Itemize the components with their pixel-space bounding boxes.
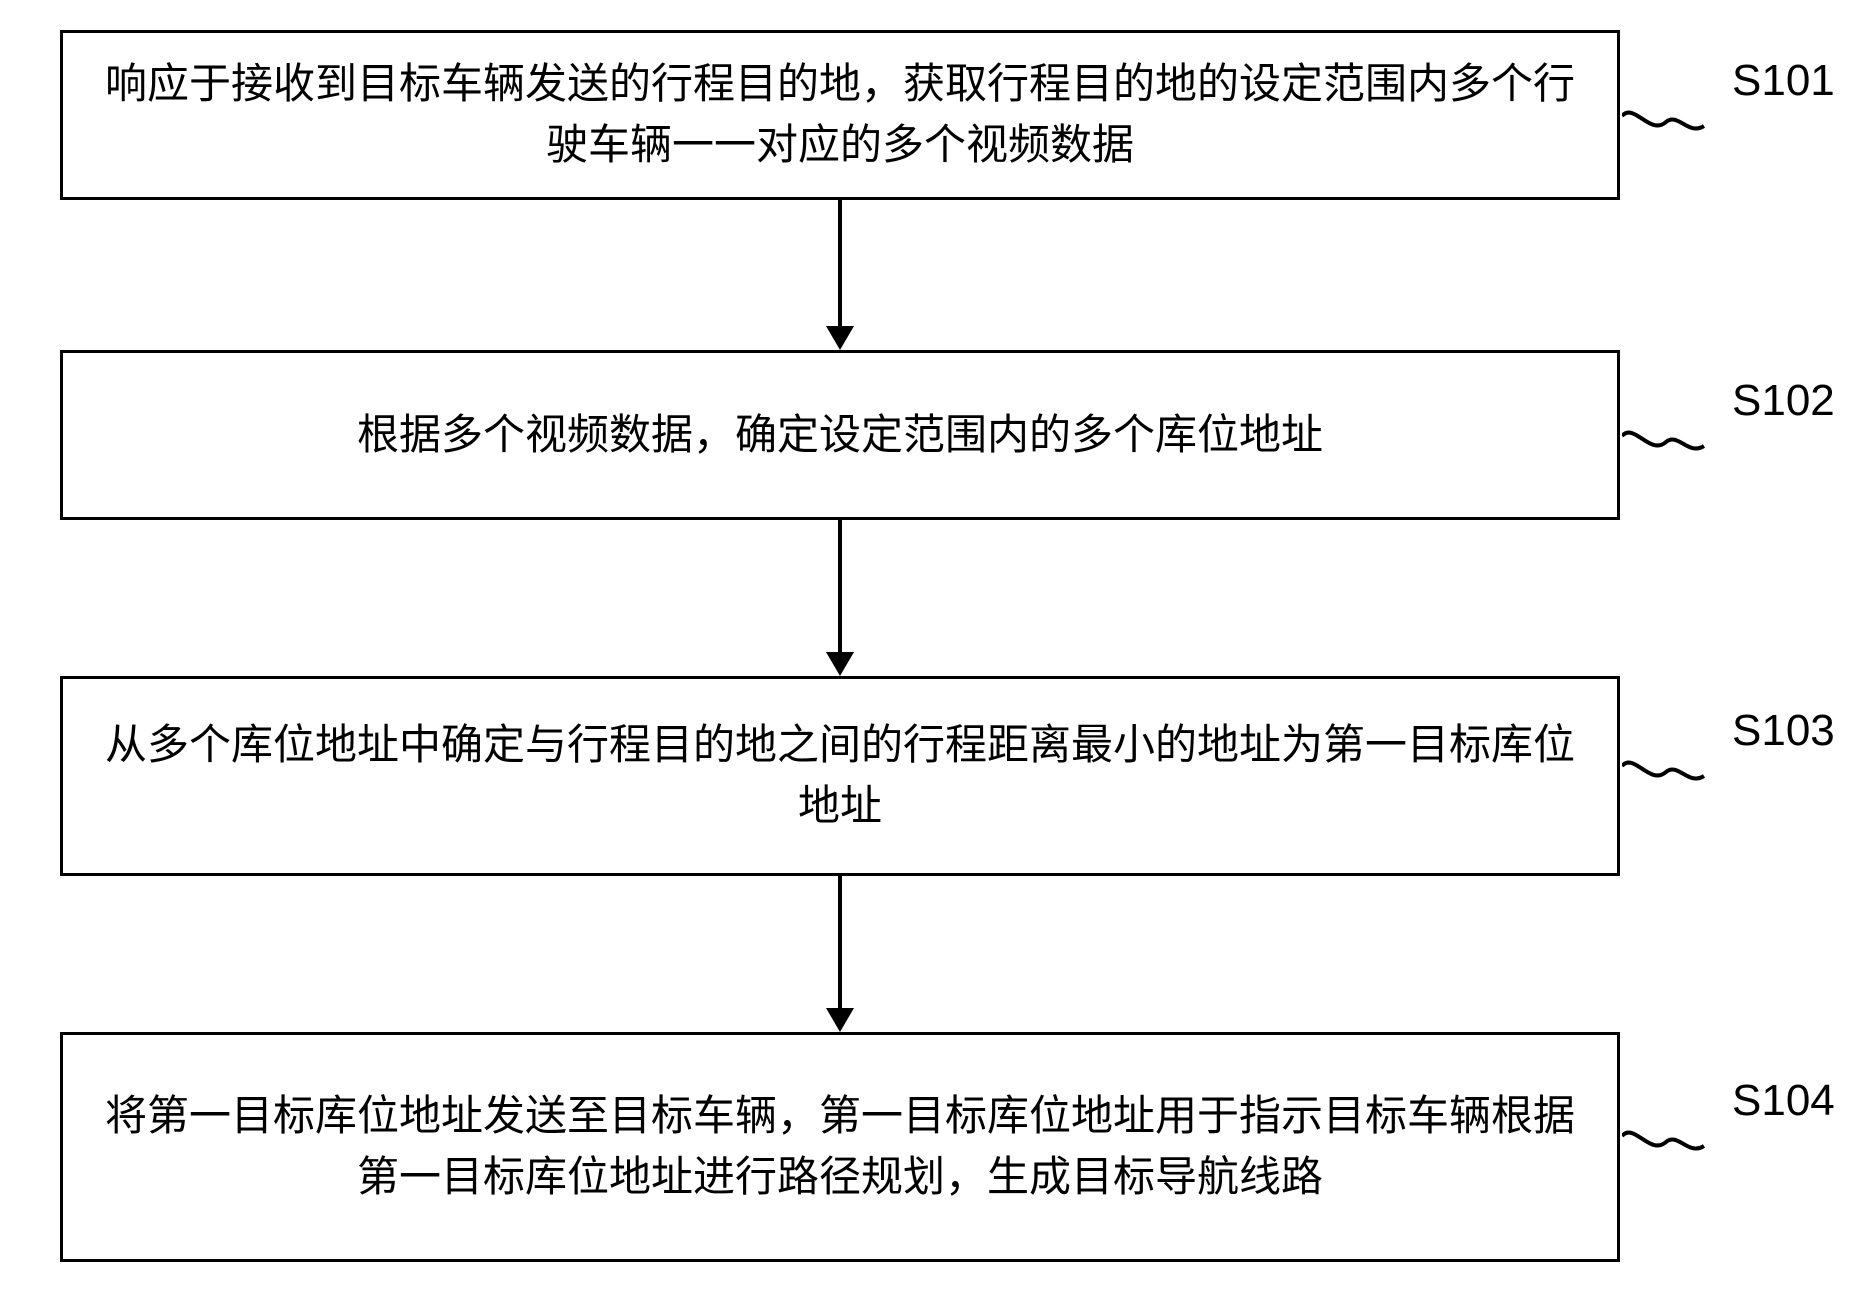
flow-edge-line [838,200,842,326]
flow-node-text: 将第一目标库位地址发送至目标车辆，第一目标库位地址用于指示目标车辆根据第一目标库… [103,1086,1577,1208]
flow-edge-arrowhead [826,326,854,350]
flow-edge-line [838,520,842,652]
flow-edge-arrowhead [826,1008,854,1032]
flowchart-canvas: 响应于接收到目标车辆发送的行程目的地，获取行程目的地的设定范围内多个行驶车辆一一… [0,0,1851,1302]
step-label-s102: S102 [1732,376,1835,426]
flow-edge-line [838,876,842,1008]
flow-node-s101: 响应于接收到目标车辆发送的行程目的地，获取行程目的地的设定范围内多个行驶车辆一一… [60,30,1620,200]
flow-node-s103: 从多个库位地址中确定与行程目的地之间的行程距离最小的地址为第一目标库位地址 [60,676,1620,876]
flow-node-text: 从多个库位地址中确定与行程目的地之间的行程距离最小的地址为第一目标库位地址 [103,715,1577,837]
flow-edge-arrowhead [826,652,854,676]
flow-node-text: 根据多个视频数据，确定设定范围内的多个库位地址 [357,405,1323,466]
step-label-s104: S104 [1732,1076,1835,1126]
flow-node-s102: 根据多个视频数据，确定设定范围内的多个库位地址 [60,350,1620,520]
flow-node-text: 响应于接收到目标车辆发送的行程目的地，获取行程目的地的设定范围内多个行驶车辆一一… [103,54,1577,176]
step-label-s103: S103 [1732,706,1835,756]
squiggle-connector [1622,758,1724,794]
squiggle-connector [1622,1128,1724,1164]
squiggle-connector [1622,428,1724,464]
squiggle-connector [1622,108,1724,144]
step-label-s101: S101 [1732,56,1835,106]
flow-node-s104: 将第一目标库位地址发送至目标车辆，第一目标库位地址用于指示目标车辆根据第一目标库… [60,1032,1620,1262]
